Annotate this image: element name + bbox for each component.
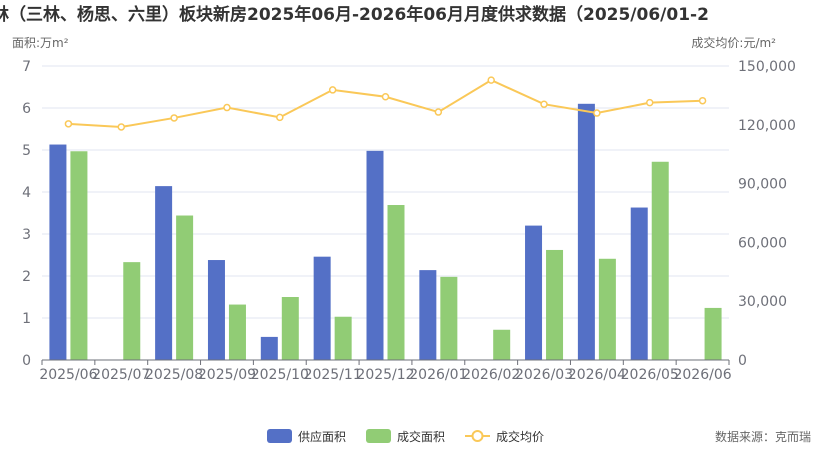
y-tick-label: 5 bbox=[22, 143, 31, 159]
bar-deal bbox=[228, 304, 246, 360]
y-tick-label: 3 bbox=[22, 227, 31, 243]
bar-supply bbox=[207, 260, 225, 360]
price-point bbox=[593, 109, 601, 117]
y-tick-label: 6 bbox=[22, 101, 31, 117]
y-axis-label: 面积:万m² bbox=[12, 36, 69, 50]
bar-deal bbox=[651, 161, 669, 360]
bar-deal bbox=[440, 276, 458, 360]
x-tick-label: 2026/06 bbox=[673, 367, 731, 383]
y-tick-label: 0 bbox=[22, 353, 31, 369]
data-source-note: 数据来源：克而瑞 bbox=[714, 430, 811, 444]
x-tick-label: 2026/02 bbox=[462, 367, 520, 383]
x-tick-label: 2025/11 bbox=[304, 367, 362, 383]
chart-title: 林（三林、杨思、六里）板块新房2025年06月-2026年06月月度供求数据（2… bbox=[0, 4, 709, 25]
x-axis: 2025/062025/072025/082025/092025/102025/… bbox=[39, 359, 732, 383]
y2-tick-label: 120,000 bbox=[738, 118, 796, 134]
y2-axis-ticks: 0 30,000 60,000 90,000 120,000 150,000 bbox=[738, 59, 796, 369]
x-tick-label: 2026/05 bbox=[621, 367, 679, 383]
bar-deal bbox=[598, 258, 616, 360]
legend-label: 成交均价 bbox=[496, 429, 544, 444]
bar-deal bbox=[281, 297, 299, 360]
x-tick-label: 2026/01 bbox=[409, 367, 467, 383]
y-tick-label: 7 bbox=[22, 59, 31, 75]
bar-supply bbox=[313, 256, 331, 360]
legend-swatch bbox=[267, 429, 292, 443]
bar-deal bbox=[334, 316, 352, 360]
x-tick-label: 2025/07 bbox=[92, 367, 150, 383]
price-point bbox=[276, 113, 284, 122]
x-tick-label: 2026/03 bbox=[515, 367, 573, 383]
bar-deal bbox=[493, 329, 511, 360]
legend-label: 成交面积 bbox=[397, 429, 445, 444]
bar-supply bbox=[260, 336, 278, 360]
y2-tick-label: 90,000 bbox=[738, 177, 787, 193]
price-point bbox=[117, 123, 126, 131]
price-point bbox=[381, 93, 390, 101]
bar-supply bbox=[630, 207, 648, 360]
x-tick-label: 2025/09 bbox=[198, 367, 256, 383]
bar-deal bbox=[387, 205, 405, 360]
price-point bbox=[223, 103, 231, 112]
price-point bbox=[698, 96, 707, 105]
bar-supply bbox=[419, 270, 437, 360]
y-axis-ticks: 0 1 2 3 4 5 6 7 bbox=[22, 59, 31, 369]
price-line bbox=[68, 78, 703, 128]
bar-series bbox=[49, 103, 722, 361]
bar-supply bbox=[49, 144, 67, 360]
bar-deal bbox=[123, 262, 141, 360]
y-tick-label: 1 bbox=[22, 311, 31, 327]
line-series bbox=[64, 76, 707, 131]
bar-deal bbox=[70, 151, 88, 360]
price-point bbox=[645, 98, 654, 107]
grid-lines bbox=[42, 65, 729, 319]
y-tick-label: 2 bbox=[22, 269, 31, 285]
y2-tick-label: 150,000 bbox=[738, 59, 796, 75]
bar-supply bbox=[155, 186, 173, 360]
y2-axis-label: 成交均价:元/m² bbox=[691, 35, 776, 50]
y2-tick-label: 30,000 bbox=[738, 294, 787, 310]
y-tick-label: 4 bbox=[22, 185, 31, 201]
y2-tick-label: 60,000 bbox=[738, 235, 787, 251]
legend[interactable]: 供应面积 成交面积 成交均价 bbox=[0, 426, 819, 446]
legend-swatch bbox=[366, 429, 391, 443]
bar-deal bbox=[704, 307, 722, 360]
x-tick-label: 2026/04 bbox=[568, 367, 626, 383]
price-point bbox=[540, 100, 548, 108]
bar-supply bbox=[577, 103, 595, 361]
price-point bbox=[487, 76, 495, 84]
price-point bbox=[64, 120, 73, 128]
price-point bbox=[434, 108, 443, 116]
x-tick-label: 2025/06 bbox=[39, 367, 97, 383]
legend-label: 供应面积 bbox=[298, 429, 346, 444]
y2-tick-label: 0 bbox=[738, 353, 747, 369]
x-tick-label: 2025/08 bbox=[145, 367, 203, 383]
x-tick-label: 2025/10 bbox=[251, 367, 309, 383]
price-point bbox=[328, 86, 337, 94]
price-point bbox=[170, 114, 178, 122]
bar-supply bbox=[366, 150, 384, 360]
legend-marker bbox=[471, 430, 484, 442]
bar-deal bbox=[176, 215, 194, 360]
x-tick-label: 2025/12 bbox=[356, 367, 414, 383]
bar-supply bbox=[525, 225, 543, 360]
bar-deal bbox=[546, 249, 564, 360]
